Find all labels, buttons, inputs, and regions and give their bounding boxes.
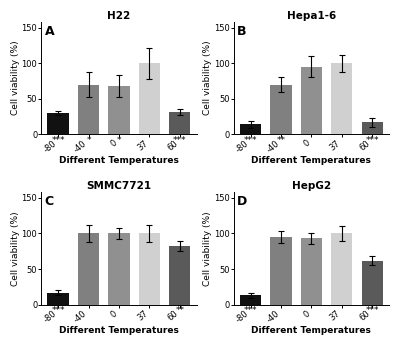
Text: ***: *** — [366, 136, 379, 145]
Text: **: ** — [175, 306, 184, 315]
Bar — [331, 63, 352, 135]
Bar — [362, 122, 383, 135]
Text: **: ** — [276, 136, 286, 145]
X-axis label: Different Temperatures: Different Temperatures — [59, 156, 179, 165]
X-axis label: Different Temperatures: Different Temperatures — [251, 156, 371, 165]
Y-axis label: Cell viability (%): Cell viability (%) — [204, 211, 212, 286]
Text: *: * — [86, 136, 91, 145]
Bar — [108, 86, 130, 135]
Y-axis label: Cell viability (%): Cell viability (%) — [11, 41, 20, 116]
Text: A: A — [44, 25, 54, 38]
Bar — [362, 261, 383, 305]
Bar — [240, 125, 261, 135]
Bar — [139, 63, 160, 135]
Bar — [78, 234, 99, 305]
Title: HepG2: HepG2 — [292, 181, 331, 191]
Y-axis label: Cell viability (%): Cell viability (%) — [11, 211, 20, 286]
Bar — [169, 112, 190, 135]
Bar — [270, 84, 292, 135]
Bar — [331, 234, 352, 305]
Title: Hepa1-6: Hepa1-6 — [287, 11, 336, 21]
Title: H22: H22 — [107, 11, 130, 21]
Bar — [139, 234, 160, 305]
Text: B: B — [237, 25, 246, 38]
Text: C: C — [44, 195, 54, 209]
X-axis label: Different Temperatures: Different Temperatures — [59, 326, 179, 335]
Text: D: D — [237, 195, 247, 209]
X-axis label: Different Temperatures: Different Temperatures — [251, 326, 371, 335]
Text: *: * — [117, 136, 121, 145]
Text: ***: *** — [51, 136, 65, 145]
Bar — [78, 84, 99, 135]
Text: ***: *** — [366, 306, 379, 315]
Bar — [169, 246, 190, 305]
Text: ***: *** — [244, 306, 257, 315]
Title: SMMC7721: SMMC7721 — [86, 181, 152, 191]
Bar — [48, 113, 69, 135]
Bar — [301, 67, 322, 135]
Text: ***: *** — [51, 306, 65, 315]
Bar — [270, 237, 292, 305]
Bar — [301, 238, 322, 305]
Text: ***: *** — [244, 136, 257, 145]
Text: ***: *** — [173, 136, 186, 145]
Bar — [108, 234, 130, 305]
Bar — [240, 295, 261, 305]
Y-axis label: Cell viability (%): Cell viability (%) — [204, 41, 212, 116]
Bar — [48, 293, 69, 305]
